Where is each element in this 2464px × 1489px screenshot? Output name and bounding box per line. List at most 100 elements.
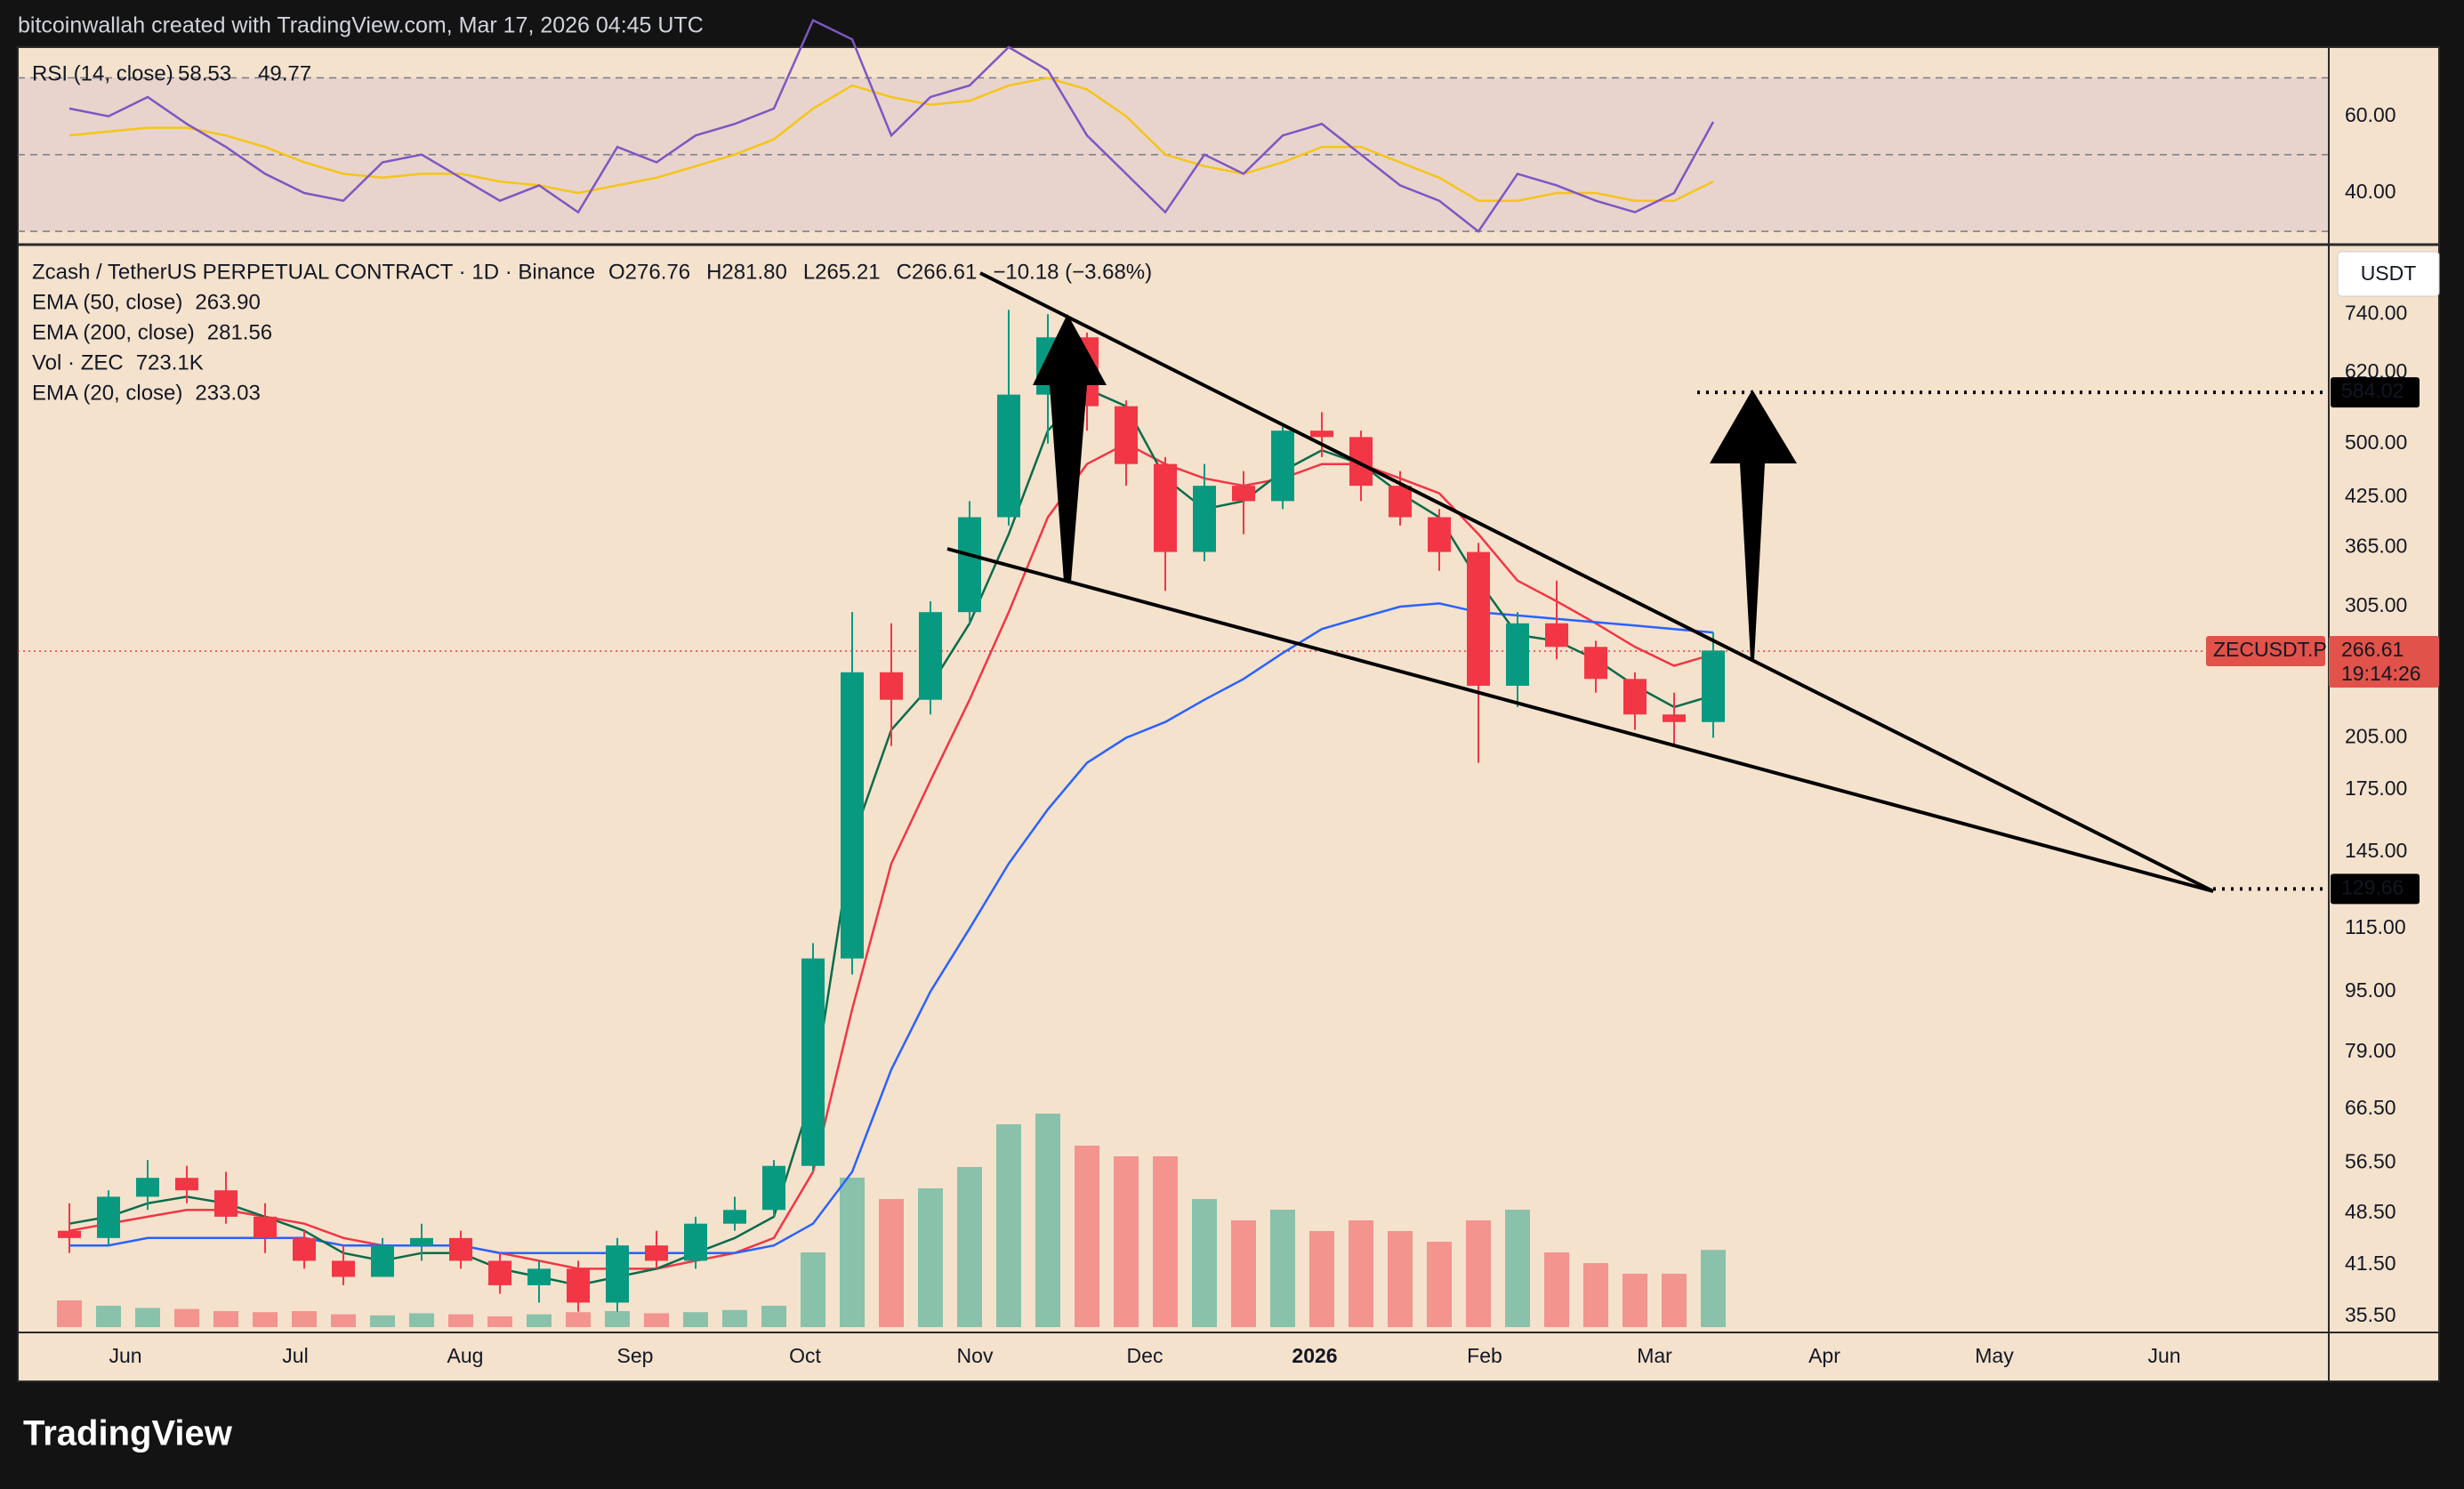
candle-body <box>567 1268 590 1303</box>
candle-body <box>1271 431 1294 502</box>
candle-body <box>645 1245 668 1261</box>
time-tick-label: 2026 <box>1292 1344 1337 1367</box>
candle-body <box>1584 647 1607 680</box>
volume-bar <box>1153 1156 1178 1327</box>
time-tick-label: Nov <box>957 1344 994 1367</box>
indicator-legend-name: EMA (50, close) <box>32 290 182 314</box>
candle-body <box>410 1237 433 1246</box>
volume-bar <box>1583 1263 1608 1327</box>
volume-bar <box>1701 1250 1726 1327</box>
volume-bar <box>487 1316 512 1327</box>
indicator-legend-value: 281.56 <box>207 320 272 344</box>
volume-bar <box>213 1311 238 1327</box>
volume-bar <box>1035 1114 1060 1327</box>
volume-bar <box>840 1178 865 1327</box>
price-tick-label: 740.00 <box>2345 301 2407 324</box>
volume-bar <box>253 1312 278 1327</box>
symbol-legend: Zcash / TetherUS PERPETUAL CONTRACT · 1D… <box>32 260 595 284</box>
volume-bar <box>644 1313 669 1327</box>
volume-bar <box>1427 1242 1452 1327</box>
volume-bar <box>879 1199 904 1327</box>
price-tick-label: 79.00 <box>2345 1039 2396 1062</box>
price-axis: 740.00620.00500.00425.00365.00305.00205.… <box>109 301 2439 1367</box>
price-tick-label: 305.00 <box>2345 593 2407 616</box>
ohlc-label: C266.61 <box>897 260 978 284</box>
volume-bar <box>1466 1220 1491 1327</box>
candle-body <box>1506 623 1529 686</box>
volume-bar <box>370 1315 395 1327</box>
price-tick-label: 175.00 <box>2345 777 2407 800</box>
volume-bar <box>1270 1210 1295 1327</box>
volume-bar <box>174 1308 199 1327</box>
volume-bar <box>918 1188 943 1327</box>
rsi-legend-ma: 49.77 <box>258 61 311 85</box>
indicator-legend-value: 723.1K <box>136 350 204 374</box>
candle-body <box>762 1165 785 1211</box>
candle-body <box>1663 714 1686 722</box>
countdown-label: 19:14:26 <box>2341 662 2421 685</box>
price-tick-label: 205.00 <box>2345 724 2407 747</box>
volume-bar <box>57 1300 82 1327</box>
volume-bar <box>448 1314 473 1327</box>
time-tick-label: Sep <box>617 1344 654 1367</box>
time-tick-label: Jun <box>2147 1344 2180 1367</box>
volume-bar <box>1349 1220 1373 1327</box>
time-tick-label: May <box>1975 1344 2014 1367</box>
symbol-tag <box>2206 635 2325 666</box>
price-tick-label: 365.00 <box>2345 535 2407 558</box>
rsi-pane: 60.00 40.00 RSI (14, close) 58.53 49.77 <box>18 19 2396 234</box>
chart-frame <box>17 46 2440 1382</box>
indicator-legend-name: EMA (200, close) <box>32 320 195 344</box>
volume-bar <box>409 1313 434 1327</box>
ohlc-label: −10.18 (−3.68%) <box>993 260 1152 284</box>
candle-body <box>841 672 864 959</box>
volume-bar <box>1505 1210 1530 1327</box>
price-tick-label: 56.50 <box>2345 1150 2396 1173</box>
volume-bar <box>683 1312 708 1327</box>
time-tick-label: Oct <box>789 1344 821 1367</box>
level-tag-label: 129.66 <box>2341 875 2404 898</box>
volume-bar <box>96 1306 121 1327</box>
candle-body <box>58 1230 81 1238</box>
price-tag-label: 266.61 <box>2341 638 2404 661</box>
candle-body <box>1193 486 1216 552</box>
time-tick-label: Apr <box>1808 1344 1840 1367</box>
volume-bar <box>605 1311 630 1327</box>
currency-button[interactable] <box>2337 251 2440 297</box>
volume-bar <box>1544 1252 1569 1327</box>
volume-bar <box>996 1124 1021 1327</box>
price-tick-label: 35.50 <box>2345 1303 2396 1326</box>
volume-bar <box>292 1311 317 1327</box>
candle-body <box>449 1237 472 1261</box>
candle-body <box>527 1268 551 1285</box>
candle-body <box>488 1260 511 1285</box>
price-tick-label: 95.00 <box>2345 978 2396 1002</box>
candle-body <box>254 1216 277 1238</box>
candle-body <box>97 1196 120 1238</box>
level-tag <box>2331 377 2420 408</box>
candle-body <box>214 1190 238 1217</box>
candle-body <box>1389 486 1412 518</box>
main-pane: Zcash / TetherUS PERPETUAL CONTRACT · 1D… <box>18 260 2329 1327</box>
candle-body <box>606 1245 629 1303</box>
level-tag <box>2331 873 2420 905</box>
lower-trendline <box>946 547 2214 893</box>
volume-bar <box>1309 1231 1334 1327</box>
candle-body <box>293 1237 316 1261</box>
candle-body <box>880 672 903 700</box>
rsi-ma-line <box>68 76 1714 202</box>
candle-body <box>136 1178 159 1197</box>
ema-line <box>68 442 1714 1270</box>
currency-button-label[interactable]: USDT <box>2361 262 2417 285</box>
volume-bar <box>135 1308 160 1327</box>
indicator-legend-value: 233.03 <box>195 381 260 405</box>
price-tick-label: 66.50 <box>2345 1096 2396 1119</box>
volume-bar <box>1114 1156 1139 1327</box>
ohlc-label: O276.76 <box>608 260 690 284</box>
volume-bar <box>761 1306 786 1327</box>
time-tick-label: Aug <box>447 1344 484 1367</box>
candle-body <box>1702 650 1725 722</box>
candle-body <box>723 1210 746 1224</box>
volume-bar <box>1231 1220 1256 1327</box>
